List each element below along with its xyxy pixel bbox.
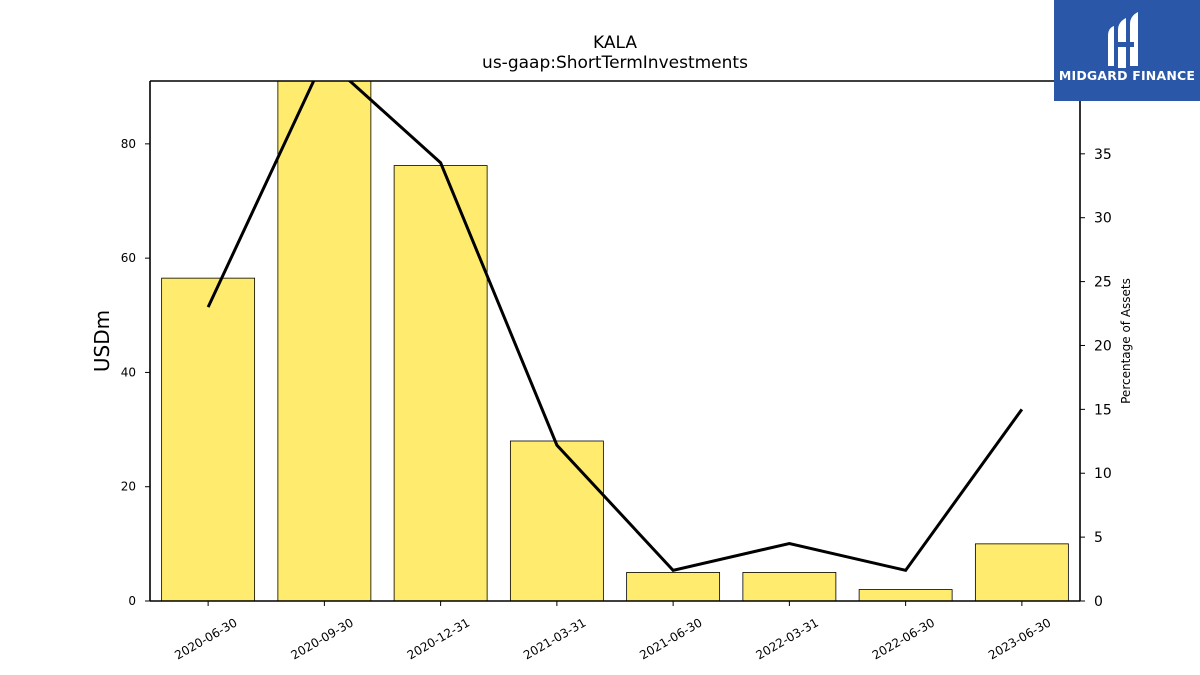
bar-series [161, 81, 1069, 601]
midgard-logo-icon [1108, 12, 1138, 68]
x-tick-label: 2021-03-31 [521, 615, 588, 662]
chart-subtitle: us-gaap:ShortTermInvestments [482, 53, 748, 73]
y-axis-right-label: Percentage of Assets [1119, 278, 1133, 404]
x-tick-label: 2022-06-30 [870, 615, 937, 662]
x-axis-ticks: 2020-06-30 2020-09-30 2020-12-31 2021-03-31… [172, 601, 1053, 662]
y-right-tick-label: 35 [1094, 147, 1112, 163]
y-right-tick-label: 30 [1094, 211, 1112, 227]
bar-2023-06-30 [974, 543, 1069, 601]
y-axis-left-ticks: 0 20 40 60 80 [121, 137, 150, 608]
bar-2020-09-30 [277, 81, 372, 601]
bar-2021-03-31 [509, 440, 604, 601]
midgard-finance-logo: MIDGARD FINANCE [1054, 0, 1200, 101]
y-right-tick-label: 5 [1094, 530, 1103, 546]
x-tick-label: 2023-06-30 [986, 615, 1053, 662]
y-right-tick-label: 15 [1094, 402, 1112, 418]
bar-2022-03-31 [742, 572, 837, 601]
x-tick-label: 2020-12-31 [405, 615, 472, 662]
y-right-tick-label: 20 [1094, 338, 1112, 354]
x-tick-label: 2020-09-30 [288, 615, 355, 662]
y-axis-left-label: USDm [90, 310, 114, 372]
x-tick-label: 2022-03-31 [753, 615, 820, 662]
y-left-tick-label: 60 [121, 251, 136, 265]
y-left-tick-label: 20 [121, 480, 136, 494]
bar-2022-06-30 [858, 589, 953, 601]
bar-2020-06-30 [161, 277, 256, 601]
y-right-tick-label: 0 [1094, 594, 1103, 610]
y-right-tick-label: 10 [1094, 466, 1112, 482]
bar-2020-12-31 [393, 165, 488, 601]
y-left-tick-label: 40 [121, 365, 136, 379]
x-tick-label: 2021-06-30 [637, 615, 704, 662]
bar-2021-06-30 [626, 572, 721, 601]
percentage-line [206, 81, 1024, 573]
chart-title: KALA [593, 33, 637, 53]
line-series [206, 81, 1024, 573]
y-left-tick-label: 0 [128, 594, 136, 608]
y-left-tick-label: 80 [121, 137, 136, 151]
x-tick-label: 2020-06-30 [172, 615, 239, 662]
axes [149, 80, 1081, 602]
logo-text: MIDGARD FINANCE [1058, 68, 1196, 83]
y-axis-right-ticks: 0 5 10 15 20 25 30 35 [1080, 147, 1112, 610]
y-right-tick-label: 25 [1094, 275, 1112, 291]
